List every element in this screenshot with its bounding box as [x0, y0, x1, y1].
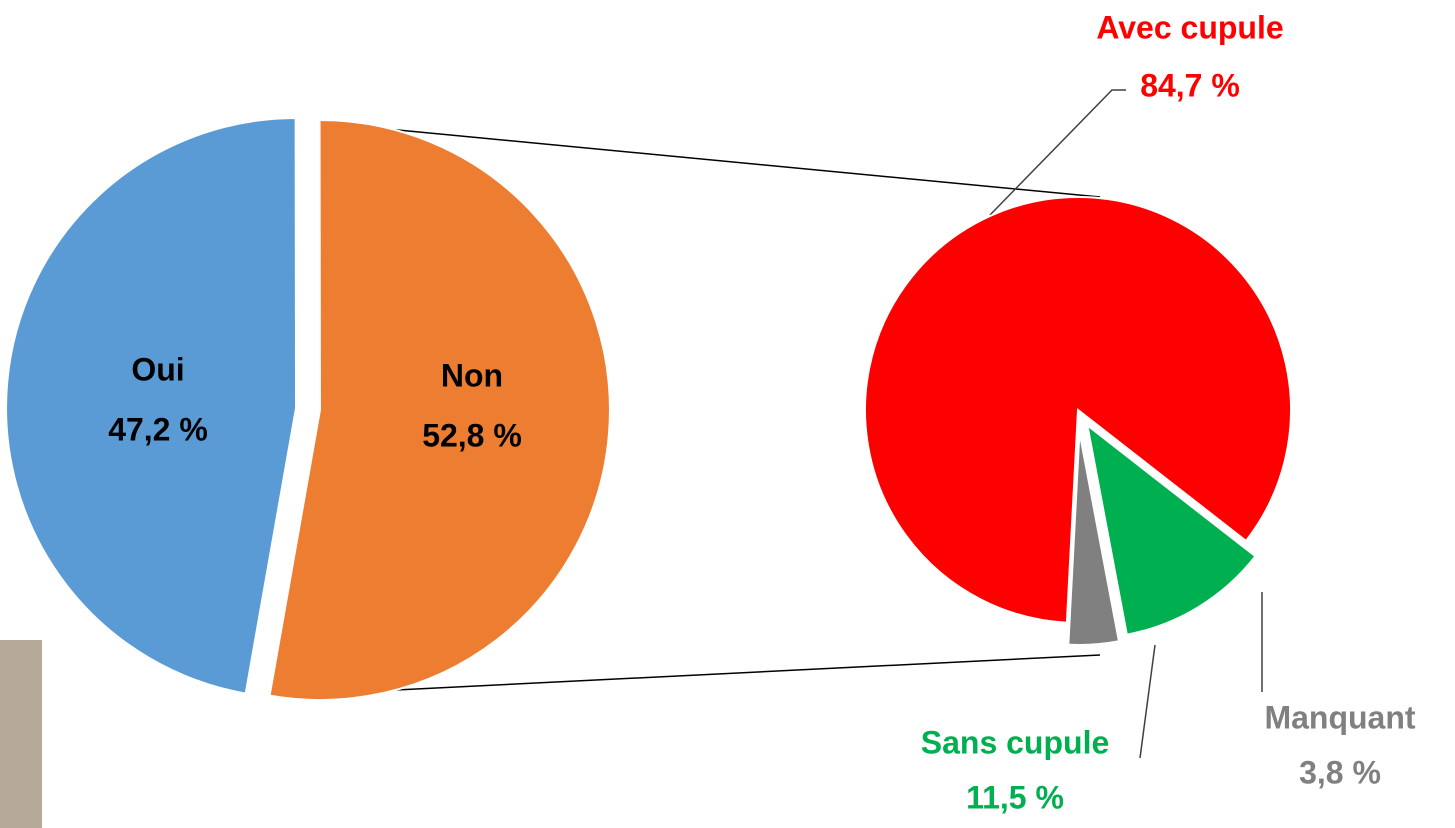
pie-slice — [1085, 422, 1257, 636]
category-label: Manquant — [1264, 699, 1415, 735]
pie-slice — [864, 196, 1292, 624]
connector-line — [344, 124, 1101, 198]
category-label: Sans cupule — [921, 724, 1110, 760]
leader-line — [1139, 644, 1156, 759]
value-label: 84,7 % — [1140, 67, 1240, 103]
pie-slice — [5, 116, 298, 695]
category-label: Oui — [131, 351, 184, 387]
pie-slice — [1067, 431, 1121, 646]
value-label: 47,2 % — [108, 411, 208, 447]
pie-slice — [268, 119, 611, 701]
value-label: 11,5 % — [966, 779, 1064, 815]
photo-fragment — [0, 640, 42, 828]
category-label: Non — [441, 357, 503, 393]
category-label: Avec cupule — [1096, 9, 1283, 45]
connector-line — [334, 654, 1101, 694]
leader-line — [989, 89, 1126, 216]
value-label: 3,8 % — [1299, 754, 1381, 790]
value-label: 52,8 % — [422, 417, 522, 453]
